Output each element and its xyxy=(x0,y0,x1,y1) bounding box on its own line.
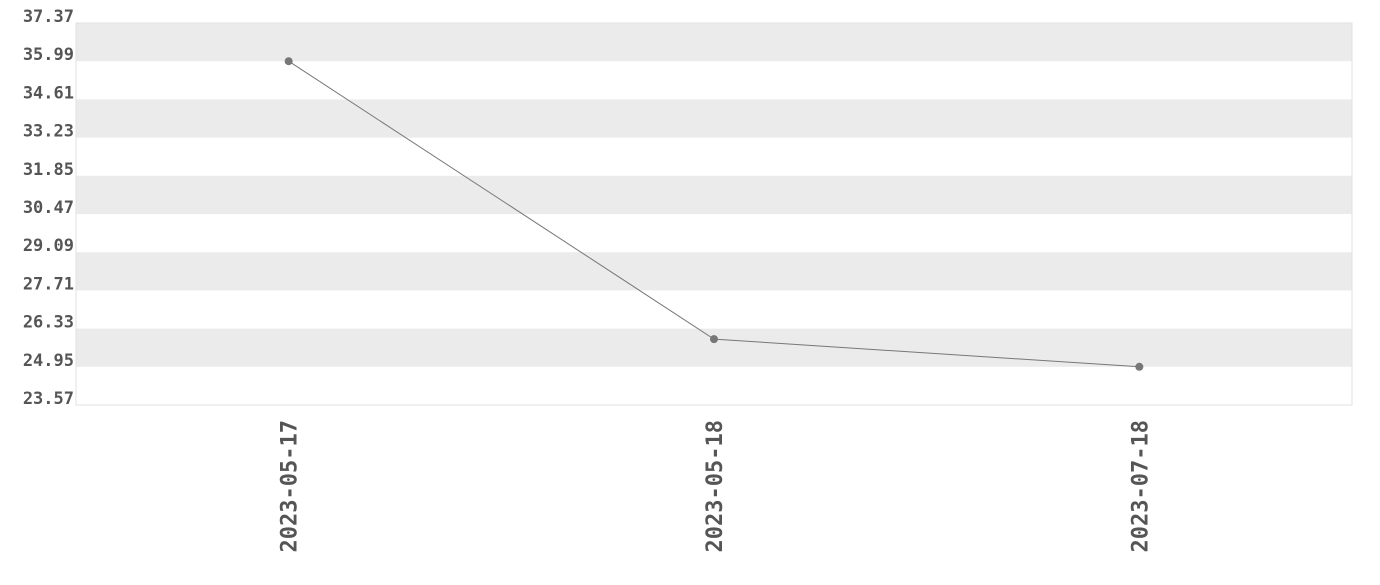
grid-band xyxy=(76,252,1352,291)
x-tick-label: 2023-05-18 xyxy=(703,420,728,552)
data-point xyxy=(284,57,293,66)
grid-band xyxy=(76,99,1352,138)
grid-band xyxy=(76,175,1352,214)
grid-band xyxy=(76,23,1352,62)
grid-band xyxy=(76,328,1352,367)
plot-frame xyxy=(75,22,1353,406)
y-tick-label: 24.95 xyxy=(23,351,74,371)
y-tick-label: 29.09 xyxy=(23,236,74,256)
x-tick-label: 2023-05-17 xyxy=(278,420,303,552)
y-tick-label: 26.33 xyxy=(23,313,74,333)
y-tick-label: 37.37 xyxy=(23,7,74,27)
grid-bands xyxy=(76,23,1352,367)
y-tick-label: 30.47 xyxy=(23,198,74,218)
x-tick-label: 2023-07-18 xyxy=(1128,420,1153,552)
y-tick-label: 35.99 xyxy=(23,45,74,65)
data-point xyxy=(1135,362,1144,371)
x-axis-ticks: 2023-05-17 2023-05-18 2023-07-18 xyxy=(278,420,1154,552)
y-tick-label: 34.61 xyxy=(23,83,74,103)
y-tick-label: 33.23 xyxy=(23,122,74,142)
series xyxy=(284,57,1144,371)
y-tick-label: 27.71 xyxy=(23,274,74,294)
y-axis-ticks: 37.37 35.99 34.61 33.23 31.85 30.47 29.09 27.71… xyxy=(23,7,74,409)
y-tick-label: 23.57 xyxy=(23,389,74,409)
data-point xyxy=(710,335,718,344)
y-tick-label: 31.85 xyxy=(23,160,74,180)
